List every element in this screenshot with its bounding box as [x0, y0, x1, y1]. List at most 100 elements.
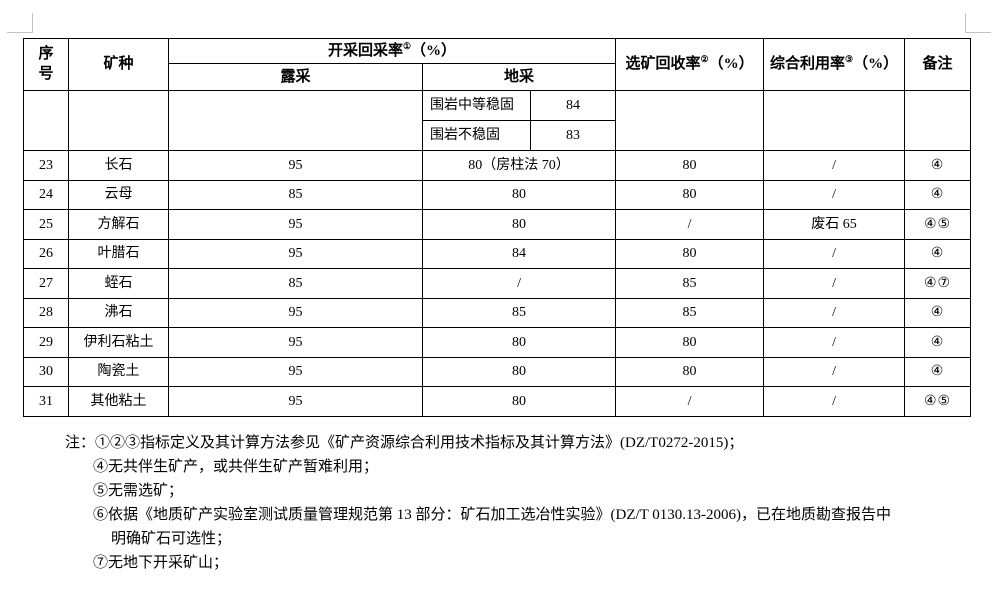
cell-open-pit: 95 — [168, 327, 423, 358]
cell-underground: 80 — [421, 386, 617, 417]
cell-serial: 30 — [23, 356, 69, 387]
cell-mineral: 云母 — [68, 179, 169, 210]
col-header-mineral: 矿种 — [68, 38, 169, 91]
cell-open-pit: 95 — [168, 297, 423, 328]
note-line: 注：①②③指标定义及其计算方法参见《矿产资源综合利用技术指标及其计算方法》(DZ… — [65, 431, 965, 455]
notes-section: 注：①②③指标定义及其计算方法参见《矿产资源综合利用技术指标及其计算方法》(DZ… — [65, 431, 965, 575]
cell-underground: 84 — [421, 238, 617, 269]
cell-remark: ④ — [904, 297, 972, 328]
cell-open-pit: 95 — [168, 386, 423, 417]
crop-mark-top-right-vertical — [965, 13, 966, 33]
cell-comprehensive: / — [763, 268, 906, 299]
cell-serial: 24 — [23, 179, 69, 210]
cell-remark: ④⑤ — [904, 209, 972, 240]
rock-condition-row: 围岩不稳固 83 — [24, 120, 971, 151]
cell-underground: 85 — [421, 297, 617, 328]
cell-underground: / — [421, 268, 617, 299]
cell-serial: 27 — [23, 268, 69, 299]
cell-open-pit: 95 — [168, 150, 423, 181]
cell-comprehensive: / — [763, 297, 906, 328]
cell-remark: ④ — [904, 327, 972, 358]
cell-rock-value: 84 — [529, 90, 617, 121]
mining-recovery-unit: （%） — [411, 42, 457, 59]
footnote-marker-1: ① — [402, 40, 412, 51]
empty-cell — [904, 90, 972, 151]
col-header-remark: 备注 — [904, 38, 972, 91]
cell-rock-condition: 围岩中等稳固 — [422, 90, 531, 121]
table-row: 26 叶腊石 95 84 80 / ④ — [23, 238, 972, 269]
table-row: 31 其他粘土 95 80 / / ④⑤ — [23, 386, 972, 417]
note-prefix: 注： — [65, 435, 96, 451]
cell-beneficiation: 85 — [615, 268, 765, 299]
cell-mineral: 长石 — [68, 150, 169, 181]
cell-underground: 80 — [421, 327, 617, 358]
cell-beneficiation: 85 — [615, 297, 765, 328]
note-line: ⑥依据《地质矿产实验室测试质量管理规范第 13 部分：矿石加工选冶性实验》(DZ… — [93, 507, 892, 523]
cell-serial: 25 — [23, 209, 69, 240]
table-row: 28 沸石 95 85 85 / ④ — [23, 297, 972, 328]
cell-serial: 28 — [23, 297, 69, 328]
cell-underground: 80 — [421, 356, 617, 387]
comprehensive-label: 综合利用率 — [769, 56, 845, 73]
header-row-2: 露采 地采 — [24, 63, 971, 91]
beneficiation-label: 选矿回收率 — [625, 56, 701, 73]
cell-beneficiation: 80 — [615, 238, 765, 269]
footnote-marker-3: ③ — [844, 54, 854, 65]
crop-mark-top-left-vertical — [32, 13, 33, 33]
note-line: ⑤无需选矿； — [93, 483, 184, 499]
col-header-serial-label: 序号 — [38, 46, 54, 82]
cell-serial: 26 — [23, 238, 69, 269]
cell-underground: 80 — [421, 179, 617, 210]
cell-serial: 29 — [23, 327, 69, 358]
cell-comprehensive: / — [763, 179, 906, 210]
cell-comprehensive: / — [763, 150, 906, 181]
footnote-marker-2: ② — [700, 54, 709, 65]
empty-cell — [68, 90, 169, 151]
col-header-beneficiation: 选矿回收率②（%） — [615, 38, 765, 91]
cell-mineral: 陶瓷土 — [68, 356, 169, 387]
cell-open-pit: 85 — [168, 268, 423, 299]
cell-remark: ④ — [904, 238, 972, 269]
col-header-comprehensive: 综合利用率③（%） — [763, 38, 906, 91]
note-line: ④无共伴生矿产，或共伴生矿产暂难利用； — [93, 459, 379, 475]
cell-open-pit: 95 — [168, 356, 423, 387]
col-header-underground: 地采 — [421, 63, 617, 91]
beneficiation-unit: （%） — [708, 56, 754, 73]
cell-remark: ④⑤ — [904, 386, 972, 417]
cell-comprehensive: / — [763, 386, 906, 417]
cell-underground: 80（房柱法 70） — [421, 150, 617, 181]
empty-cell — [763, 90, 906, 151]
col-header-serial: 序号 — [23, 38, 69, 91]
cell-beneficiation: / — [615, 386, 765, 417]
cell-mineral: 伊利石粘土 — [68, 327, 169, 358]
table-row: 23 长石 95 80（房柱法 70） 80 / ④ — [23, 150, 972, 181]
note-line-continuation: 明确矿石可选性； — [111, 531, 232, 547]
cell-rock-value: 83 — [529, 120, 617, 151]
cell-beneficiation: 80 — [615, 150, 765, 181]
crop-mark-top-right-horizontal — [965, 32, 991, 33]
note-text: ①②③指标定义及其计算方法参见《矿产资源综合利用技术指标及其计算方法》(DZ/T… — [95, 435, 744, 451]
cell-comprehensive: / — [763, 356, 906, 387]
cell-remark: ④ — [904, 356, 972, 387]
cell-mineral: 沸石 — [68, 297, 169, 328]
cell-comprehensive: 废石 65 — [763, 209, 906, 240]
col-header-open-pit: 露采 — [168, 63, 423, 91]
cell-open-pit: 95 — [168, 209, 423, 240]
cell-comprehensive: / — [763, 238, 906, 269]
cell-open-pit: 85 — [168, 179, 423, 210]
cell-beneficiation: / — [615, 209, 765, 240]
header-row-1: 序号 矿种 开采回采率①（%） 选矿回收率②（%） 综合利用率③（%） 备注 — [23, 38, 972, 91]
mining-indicators-table: 序号 矿种 开采回采率①（%） 选矿回收率②（%） 综合利用率③（%） 备注 露… — [23, 38, 972, 417]
cell-beneficiation: 80 — [615, 179, 765, 210]
cell-beneficiation: 80 — [615, 327, 765, 358]
comprehensive-unit: （%） — [853, 56, 899, 73]
table-row: 27 蛭石 85 / 85 / ④⑦ — [23, 268, 972, 299]
cell-mineral: 叶腊石 — [68, 238, 169, 269]
mining-recovery-label: 开采回采率 — [327, 42, 403, 59]
cell-beneficiation: 80 — [615, 356, 765, 387]
cell-serial: 31 — [23, 386, 69, 417]
note-line: ⑦无地下开采矿山； — [93, 555, 229, 571]
cell-mineral: 其他粘土 — [68, 386, 169, 417]
crop-mark-top-left-horizontal — [7, 32, 33, 33]
